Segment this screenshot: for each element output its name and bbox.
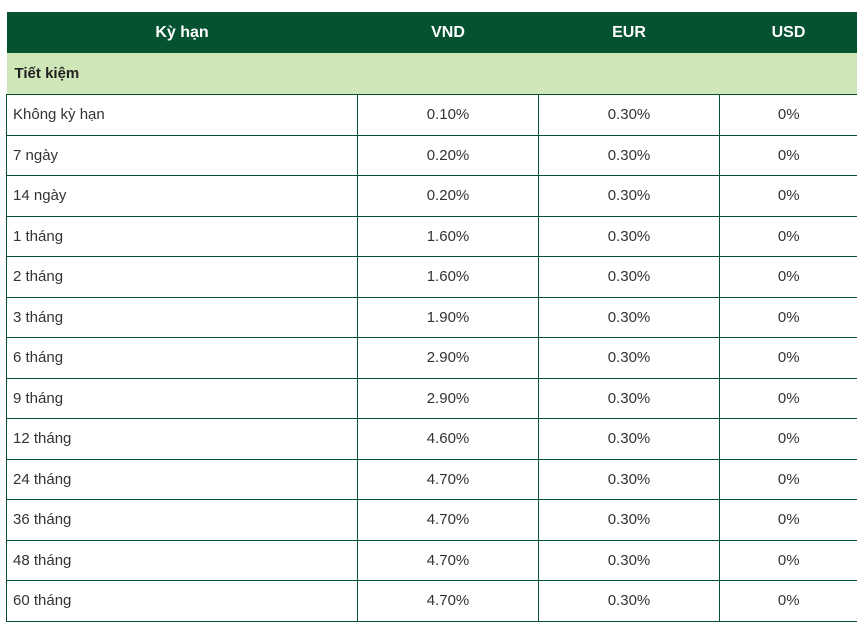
eur-rate-cell: 0.30%: [539, 378, 720, 419]
usd-rate-cell: 0%: [720, 500, 857, 541]
usd-rate-cell: 0%: [720, 176, 857, 217]
header-eur: EUR: [539, 12, 720, 53]
vnd-rate-cell: 4.70%: [358, 459, 539, 500]
usd-rate-cell: 0%: [720, 216, 857, 257]
vnd-rate-cell: 0.20%: [358, 176, 539, 217]
eur-rate-cell: 0.30%: [539, 581, 720, 622]
usd-rate-cell: 0%: [720, 419, 857, 460]
eur-rate-cell: 0.30%: [539, 459, 720, 500]
usd-rate-cell: 0%: [720, 459, 857, 500]
vnd-rate-cell: 1.60%: [358, 257, 539, 298]
vnd-rate-cell: 2.90%: [358, 338, 539, 379]
vnd-rate-cell: 4.70%: [358, 581, 539, 622]
term-cell: 3 tháng: [7, 297, 358, 338]
header-vnd: VND: [358, 12, 539, 53]
eur-rate-cell: 0.30%: [539, 500, 720, 541]
vnd-rate-cell: 0.10%: [358, 95, 539, 136]
term-cell: 7 ngày: [7, 135, 358, 176]
term-cell: 12 tháng: [7, 419, 358, 460]
term-cell: 2 tháng: [7, 257, 358, 298]
section-title: Tiết kiệm: [7, 53, 857, 95]
vnd-rate-cell: 4.70%: [358, 500, 539, 541]
term-cell: 9 tháng: [7, 378, 358, 419]
term-cell: 14 ngày: [7, 176, 358, 217]
header-term: Kỳ hạn: [7, 12, 358, 53]
header-usd: USD: [720, 12, 857, 53]
term-cell: 1 tháng: [7, 216, 358, 257]
vnd-rate-cell: 1.60%: [358, 216, 539, 257]
eur-rate-cell: 0.30%: [539, 257, 720, 298]
section-row: Tiết kiệm: [7, 53, 857, 95]
usd-rate-cell: 0%: [720, 297, 857, 338]
eur-rate-cell: 0.30%: [539, 95, 720, 136]
eur-rate-cell: 0.30%: [539, 216, 720, 257]
vnd-rate-cell: 4.70%: [358, 540, 539, 581]
usd-rate-cell: 0%: [720, 95, 857, 136]
term-cell: 36 tháng: [7, 500, 358, 541]
vnd-rate-cell: 4.60%: [358, 419, 539, 460]
interest-rate-table: Kỳ hạn VND EUR USD Tiết kiệm Không kỳ hạ…: [6, 12, 857, 622]
term-cell: 24 tháng: [7, 459, 358, 500]
usd-rate-cell: 0%: [720, 338, 857, 379]
table-header: Kỳ hạn VND EUR USD: [7, 12, 857, 53]
usd-rate-cell: 0%: [720, 378, 857, 419]
interest-rate-table-container: Kỳ hạn VND EUR USD Tiết kiệm Không kỳ hạ…: [6, 12, 857, 622]
eur-rate-cell: 0.30%: [539, 135, 720, 176]
eur-rate-cell: 0.30%: [539, 338, 720, 379]
usd-rate-cell: 0%: [720, 540, 857, 581]
vnd-rate-cell: 0.20%: [358, 135, 539, 176]
header-row: Kỳ hạn VND EUR USD: [7, 12, 857, 53]
term-cell: Không kỳ hạn: [7, 95, 358, 136]
usd-rate-cell: 0%: [720, 257, 857, 298]
term-cell: 6 tháng: [7, 338, 358, 379]
eur-rate-cell: 0.30%: [539, 297, 720, 338]
usd-rate-cell: 0%: [720, 581, 857, 622]
eur-rate-cell: 0.30%: [539, 419, 720, 460]
term-cell: 60 tháng: [7, 581, 358, 622]
eur-rate-cell: 0.30%: [539, 540, 720, 581]
vnd-rate-cell: 2.90%: [358, 378, 539, 419]
vnd-rate-cell: 1.90%: [358, 297, 539, 338]
eur-rate-cell: 0.30%: [539, 176, 720, 217]
term-cell: 48 tháng: [7, 540, 358, 581]
usd-rate-cell: 0%: [720, 135, 857, 176]
